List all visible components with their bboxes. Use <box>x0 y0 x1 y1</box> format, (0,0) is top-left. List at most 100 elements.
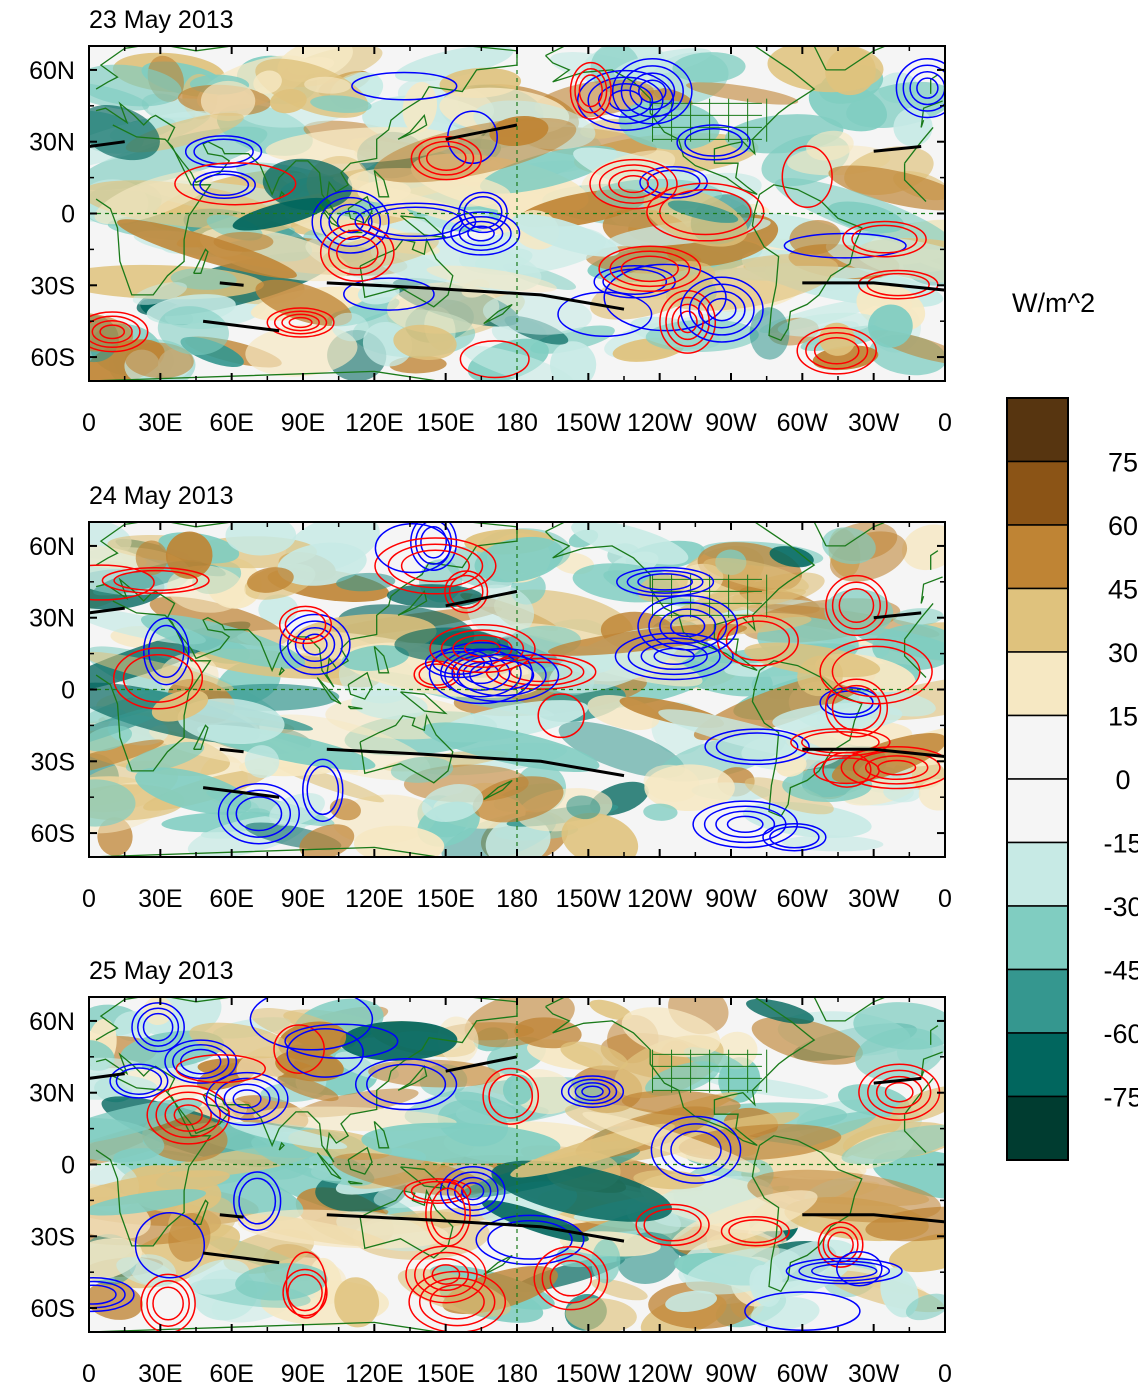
negative-contour <box>279 613 351 676</box>
coastline <box>278 666 285 676</box>
positive-contour <box>89 564 155 601</box>
coastline <box>347 671 373 700</box>
negative-contour <box>453 1176 492 1206</box>
negative-contour <box>89 1284 117 1305</box>
positive-contour <box>418 1277 496 1327</box>
positive-contour <box>589 158 678 210</box>
positive-contour <box>319 223 395 282</box>
lat-tick-label: 30N <box>29 605 75 633</box>
flux-anomaly-blob <box>565 1298 637 1332</box>
flux-anomaly-blob <box>621 1090 741 1116</box>
positive-contour <box>440 629 525 668</box>
flux-anomaly-blob <box>853 1002 945 1050</box>
colorbar-label: -75 <box>1103 1083 1138 1113</box>
positive-contour <box>609 250 691 288</box>
flux-anomaly-blob <box>89 1281 143 1320</box>
positive-contour <box>101 567 210 594</box>
lon-tick-label: 180 <box>496 409 538 437</box>
positive-contour <box>444 570 489 614</box>
negative-contour <box>679 276 764 343</box>
negative-contour <box>726 815 764 833</box>
lon-tick-label: 0 <box>938 1360 952 1388</box>
lon-tick-label: 180 <box>496 1360 538 1388</box>
flux-anomaly-blob <box>667 200 739 223</box>
positive-contour <box>89 315 141 349</box>
coastline <box>316 677 342 705</box>
coastline <box>751 184 863 342</box>
negative-contour <box>587 76 664 125</box>
negative-contour <box>199 173 250 197</box>
zero-contour <box>89 1072 125 1080</box>
flux-anomaly-blob <box>767 46 884 93</box>
positive-contour <box>574 68 608 114</box>
flux-anomaly-blob <box>89 542 147 569</box>
negative-contour <box>895 57 945 119</box>
positive-contour <box>598 245 702 293</box>
flux-anomaly-blob <box>135 767 252 815</box>
flux-anomaly-blob <box>472 776 564 823</box>
flux-anomaly-blob <box>775 754 807 777</box>
positive-contour <box>646 182 765 242</box>
positive-contour <box>146 1085 230 1145</box>
colorbar-label: -30 <box>1103 892 1138 922</box>
positive-contour <box>840 745 945 790</box>
coastline <box>930 550 939 570</box>
flux-anomaly-blob <box>244 745 280 779</box>
positive-contour <box>164 1097 212 1132</box>
negative-contour <box>611 58 693 125</box>
positive-contour <box>537 693 585 739</box>
positive-contour <box>831 645 921 698</box>
coastline <box>193 724 209 750</box>
positive-contour <box>336 235 379 270</box>
negative-contour <box>560 1075 625 1108</box>
flux-anomaly-blob <box>918 779 945 811</box>
positive-contour <box>824 678 889 738</box>
zero-contour <box>326 281 625 311</box>
lon-tick-label: 150W <box>556 885 622 913</box>
coastline <box>400 691 448 715</box>
flux-anomaly-blob <box>591 1278 648 1301</box>
negative-contour <box>131 1002 185 1053</box>
lat-tick-label: 30S <box>31 748 75 776</box>
lon-tick-label: 150E <box>416 1360 474 1388</box>
positive-contour <box>822 751 872 788</box>
negative-contour <box>148 624 185 679</box>
coastline <box>903 639 927 678</box>
flux-anomaly-blob <box>621 1007 721 1058</box>
flux-anomaly-blob <box>880 1267 919 1318</box>
flux-anomaly-blob <box>462 345 574 381</box>
flux-anomaly-blob <box>213 231 274 252</box>
flux-anomaly-blob <box>905 1293 945 1321</box>
positive-contour <box>796 326 877 375</box>
colorbar-units: W/m^2 <box>1012 288 1095 318</box>
positive-contour <box>659 188 752 236</box>
positive-contour <box>284 609 327 641</box>
positive-contour <box>867 1069 932 1115</box>
negative-contour <box>420 525 448 559</box>
coastline <box>397 1065 428 1091</box>
positive-contour <box>805 332 869 370</box>
flux-anomaly-blob <box>502 1074 534 1106</box>
positive-contour <box>665 296 710 348</box>
lon-tick-label: 0 <box>82 1360 96 1388</box>
flux-anomaly-blob <box>351 690 428 720</box>
negative-contour <box>89 1277 135 1313</box>
coastline <box>278 1141 285 1151</box>
negative-contour <box>704 728 810 766</box>
coastline <box>920 595 925 604</box>
positive-contour <box>819 638 933 705</box>
positive-contour <box>482 1067 540 1125</box>
positive-contour <box>509 661 573 683</box>
colorbar-label: 45 <box>1108 575 1138 605</box>
flux-anomaly-blob <box>751 1016 863 1065</box>
contours <box>89 997 945 1332</box>
positive-contour <box>288 316 313 329</box>
negative-contour <box>811 1263 878 1279</box>
reference-lines <box>89 522 945 857</box>
flux-anomaly-blob <box>686 82 799 105</box>
positive-contour <box>448 574 484 609</box>
negative-contour <box>109 1063 169 1099</box>
flux-anomaly-blob <box>889 1232 945 1273</box>
negative-contour <box>284 1023 399 1059</box>
zero-contour <box>202 1251 280 1265</box>
